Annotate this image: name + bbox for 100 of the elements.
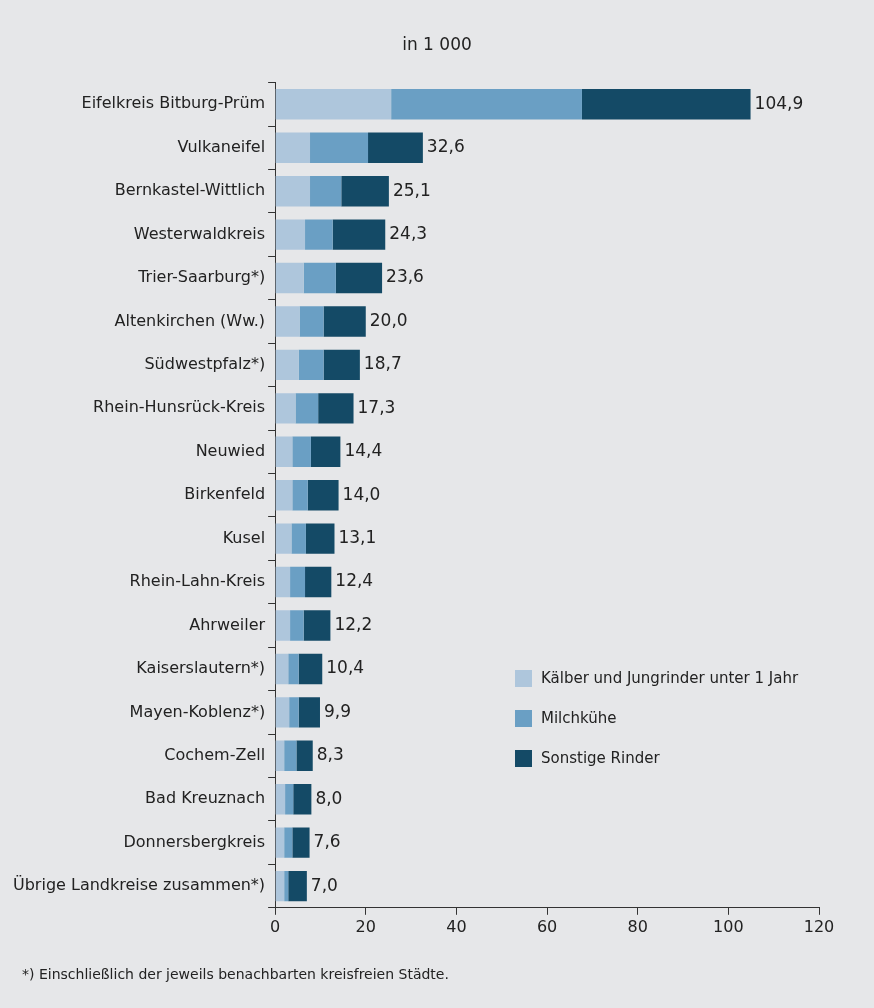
- total-label: 14,0: [342, 483, 381, 504]
- bar: [284, 870, 289, 902]
- bar: [275, 827, 285, 858]
- y-tick-label: Birkenfeld: [184, 484, 266, 504]
- bar: [275, 132, 311, 163]
- bar: [368, 132, 423, 163]
- bar: [288, 653, 299, 685]
- bar: [275, 653, 289, 685]
- y-tick-label: Kaiserslautern*): [136, 658, 266, 678]
- bar: [332, 219, 386, 250]
- total-label: 32,6: [426, 136, 465, 157]
- y-tick-label: Altenkirchen (Ww.): [114, 310, 266, 330]
- bar: [275, 175, 311, 207]
- total-label: 104,9: [754, 92, 804, 113]
- bar: [285, 784, 294, 815]
- total-label: 9,9: [323, 700, 352, 721]
- bar: [290, 610, 304, 641]
- bar: [290, 566, 306, 598]
- y-tick-label: Westerwaldkreis: [133, 223, 266, 243]
- bar: [275, 870, 285, 902]
- y-tick-label: Eifelkreis Bitburg-Prüm: [81, 93, 266, 113]
- legend-label: Sonstige Rinder: [541, 749, 660, 767]
- bar: [275, 784, 286, 815]
- bar: [275, 566, 291, 598]
- bar: [581, 89, 751, 120]
- legend-label: Milchkühe: [541, 709, 617, 727]
- total-label: 8,0: [315, 787, 343, 808]
- y-tick-label: Kusel: [222, 527, 266, 547]
- bar: [275, 610, 291, 641]
- bar: [275, 393, 296, 424]
- bar: [295, 393, 319, 424]
- bar: [293, 784, 312, 815]
- bar: [318, 393, 354, 424]
- bar: [275, 436, 293, 467]
- bar: [289, 697, 299, 728]
- total-label: 24,3: [389, 223, 428, 244]
- bar: [305, 219, 333, 250]
- text: *) Einschließlich der jeweils benachbarten kreisfreien Städte.: [22, 966, 449, 982]
- total-label: 18,7: [363, 353, 402, 374]
- bar: [292, 480, 308, 511]
- y-tick-label: Bernkastel-Wittlich: [114, 180, 266, 200]
- bar: [323, 349, 360, 381]
- bar: [275, 262, 304, 294]
- x-tick-label: 40: [446, 916, 467, 936]
- total-label: 13,1: [338, 527, 377, 548]
- total-label: 20,0: [369, 309, 408, 330]
- bar: [341, 175, 389, 207]
- bar: [298, 349, 324, 381]
- bar: [284, 827, 293, 858]
- bar: [303, 610, 331, 641]
- x-tick-label: 80: [627, 916, 648, 936]
- x-tick-label: 100: [713, 916, 744, 936]
- bar: [275, 740, 285, 771]
- bar: [307, 480, 339, 511]
- y-tick-label: Ahrweiler: [189, 614, 266, 634]
- x-tick-label: 120: [803, 916, 835, 936]
- total-label: 17,3: [357, 396, 396, 417]
- y-tick-label: Mayen-Koblenz*): [129, 701, 266, 721]
- total-label: 25,1: [392, 179, 431, 200]
- bar: [275, 480, 293, 511]
- bar: [323, 306, 366, 337]
- x-tick-label: 0: [270, 916, 281, 936]
- y-tick-label: Vulkaneifel: [177, 136, 266, 156]
- bar: [310, 175, 342, 207]
- total-label: 12,2: [334, 613, 373, 634]
- bar: [292, 827, 310, 858]
- legend-label: Kälber und Jungrinder unter 1 Jahr: [541, 669, 799, 687]
- bar: [275, 89, 392, 120]
- y-tick-label: Trier-Saarburg*): [137, 267, 266, 287]
- x-tick-label: 60: [536, 916, 558, 936]
- bar: [305, 566, 332, 598]
- total-label: 8,3: [316, 744, 344, 765]
- bar: [291, 523, 306, 554]
- y-tick-label: Übrige Landkreise zusammen*): [12, 875, 266, 895]
- y-tick-label: Donnersbergkreis: [123, 831, 266, 851]
- total-label: 12,4: [335, 570, 374, 591]
- y-tick-label: Neuwied: [195, 440, 266, 460]
- bar: [305, 523, 335, 554]
- y-tick-label: Rhein-Lahn-Kreis: [129, 571, 266, 591]
- bar: [310, 132, 369, 163]
- total-label: 7,6: [313, 831, 341, 852]
- x-tick-label: 20: [355, 916, 376, 936]
- y-tick-label: Cochem-Zell: [164, 744, 266, 764]
- bar: [299, 306, 324, 337]
- bar: [292, 436, 311, 467]
- total-label: 10,4: [326, 657, 365, 678]
- bar: [288, 870, 307, 902]
- y-tick-label: Rhein-Hunsrück-Kreis: [93, 397, 266, 417]
- bar: [310, 436, 341, 467]
- bar: [298, 653, 323, 685]
- bar: [335, 262, 383, 294]
- bar: [275, 306, 300, 337]
- bar: [275, 523, 292, 554]
- bar: [298, 697, 320, 728]
- bar: [303, 262, 336, 294]
- bar: [296, 740, 313, 771]
- chart-title: in 1 000: [401, 34, 473, 54]
- bar: [391, 89, 582, 120]
- bar: [284, 740, 297, 771]
- bar: [275, 219, 306, 250]
